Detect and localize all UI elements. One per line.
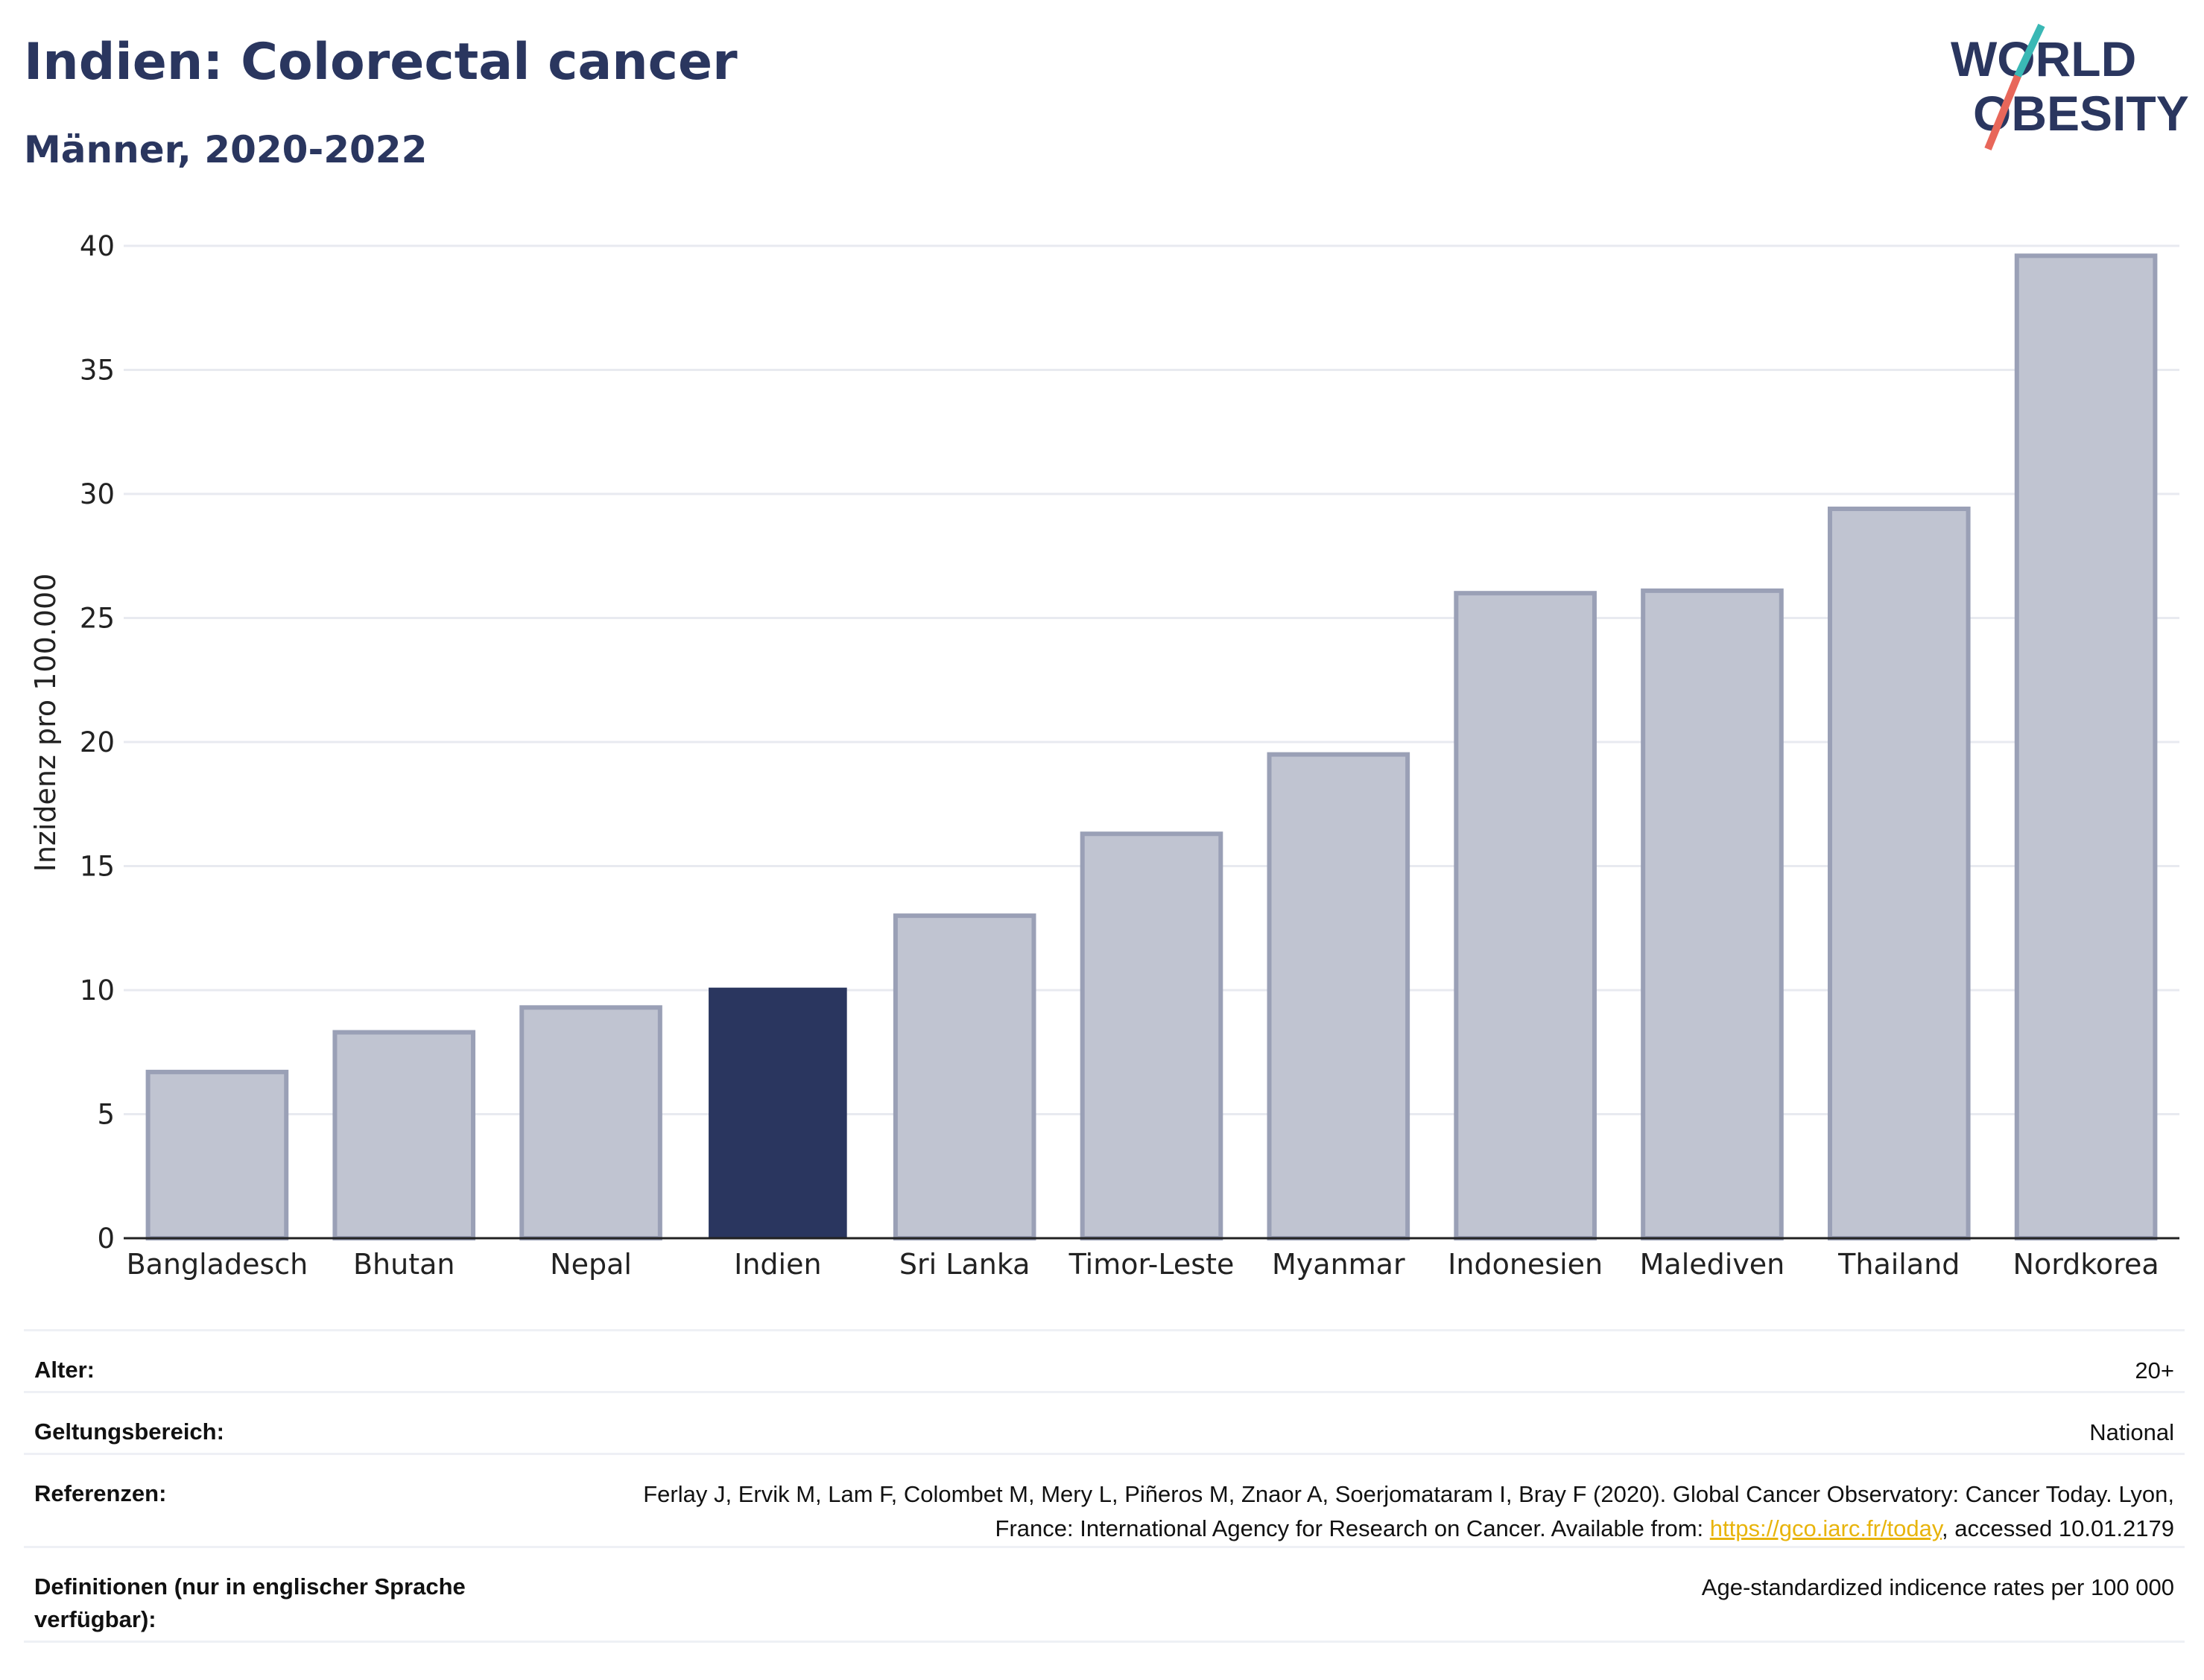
y-tick-label-5: 5: [97, 1099, 115, 1131]
bar-chart: 0 5 10 15 20 25 30 35 40 Bangladesch Bhutan Nepal I…: [29, 230, 2179, 1281]
info-row-age: Alter: 20+: [24, 1329, 2185, 1391]
x-tick-label-nordkorea: Nordkorea: [2013, 1248, 2159, 1281]
bar-malediven: [1641, 588, 1784, 1240]
references-text: Ferlay J, Ervik M, Lam F, Colombet M, Me…: [643, 1481, 2174, 1541]
bar-indonesien: [1454, 591, 1597, 1240]
logo-text-world: WORLD: [1951, 31, 2136, 86]
bar-nepal: [519, 1005, 662, 1241]
y-tick-label-25: 25: [80, 603, 115, 635]
references-value: Ferlay J, Ervik M, Lam F, Colombet M, Me…: [609, 1455, 2185, 1546]
y-tick-label-40: 40: [80, 230, 115, 262]
x-tick-label-bangladesch: Bangladesch: [127, 1248, 308, 1281]
bar-bangladesch: [145, 1069, 289, 1241]
info-row-references: Referenzen: Ferlay J, Ervik M, Lam F, Co…: [24, 1453, 2185, 1546]
x-tick-label-sri-lanka: Sri Lanka: [899, 1248, 1030, 1281]
y-tick-label-15: 15: [80, 851, 115, 883]
world-obesity-logo: WORLD OBESITY: [1951, 23, 2189, 150]
y-axis-label: Inzidenz pro 100.000: [29, 574, 62, 872]
x-tick-label-nepal: Nepal: [550, 1248, 632, 1281]
definitions-label: Definitionen (nur in englischer Sprache …: [34, 1573, 466, 1632]
info-row-scope: Geltungsbereich: National: [24, 1391, 2185, 1453]
bar-myanmar: [1267, 752, 1410, 1240]
logo-slash-top: [2014, 23, 2045, 78]
info-table: Alter: 20+ Geltungsbereich: National Ref…: [24, 1329, 2185, 1643]
bars: [145, 253, 2158, 1241]
y-tick-label-20: 20: [80, 726, 115, 758]
bar-sri-lanka: [893, 913, 1036, 1240]
info-row-definitions: Definitionen (nur in englischer Sprache …: [24, 1546, 2185, 1643]
bar-thailand: [1827, 506, 1971, 1240]
definitions-value: Age-standardized indicence rates per 100…: [1701, 1574, 2174, 1600]
chart-subtitle: Männer, 2020-2022: [24, 128, 428, 171]
bar-timor-leste: [1080, 831, 1223, 1240]
x-tick-label-myanmar: Myanmar: [1272, 1248, 1405, 1281]
bar-indien: [709, 987, 847, 1238]
bar-nordkorea: [2014, 253, 2158, 1241]
x-tick-label-indien: Indien: [734, 1248, 821, 1281]
logo-slash-bottom: [1984, 75, 2021, 150]
x-tick-labels: Bangladesch Bhutan Nepal Indien Sri Lanka Tim…: [127, 1248, 2159, 1281]
y-tick-label-30: 30: [80, 478, 115, 510]
references-link[interactable]: https://gco.iarc.fr/today: [1709, 1515, 1942, 1541]
x-tick-label-bhutan: Bhutan: [353, 1248, 455, 1281]
scope-value: National: [2089, 1419, 2174, 1445]
x-tick-label-timor-leste: Timor-Leste: [1068, 1248, 1235, 1281]
y-tick-label-0: 0: [97, 1223, 115, 1255]
x-tick-label-indonesien: Indonesien: [1448, 1248, 1603, 1281]
age-label: Alter:: [34, 1357, 95, 1383]
age-value: 20+: [2135, 1357, 2174, 1383]
scope-label: Geltungsbereich:: [34, 1419, 224, 1445]
references-label: Referenzen:: [34, 1480, 167, 1506]
x-tick-label-thailand: Thailand: [1837, 1248, 1960, 1281]
x-tick-label-malediven: Malediven: [1640, 1248, 1785, 1281]
bar-bhutan: [332, 1030, 476, 1240]
y-tick-label-10: 10: [80, 974, 115, 1007]
y-tick-label-35: 35: [80, 355, 115, 387]
chart-title: Indien: Colorectal cancer: [24, 33, 738, 92]
references-accessed: , accessed 10.01.2179: [1942, 1515, 2174, 1541]
y-tick-labels: 0 5 10 15 20 25 30 35 40: [80, 230, 115, 1255]
